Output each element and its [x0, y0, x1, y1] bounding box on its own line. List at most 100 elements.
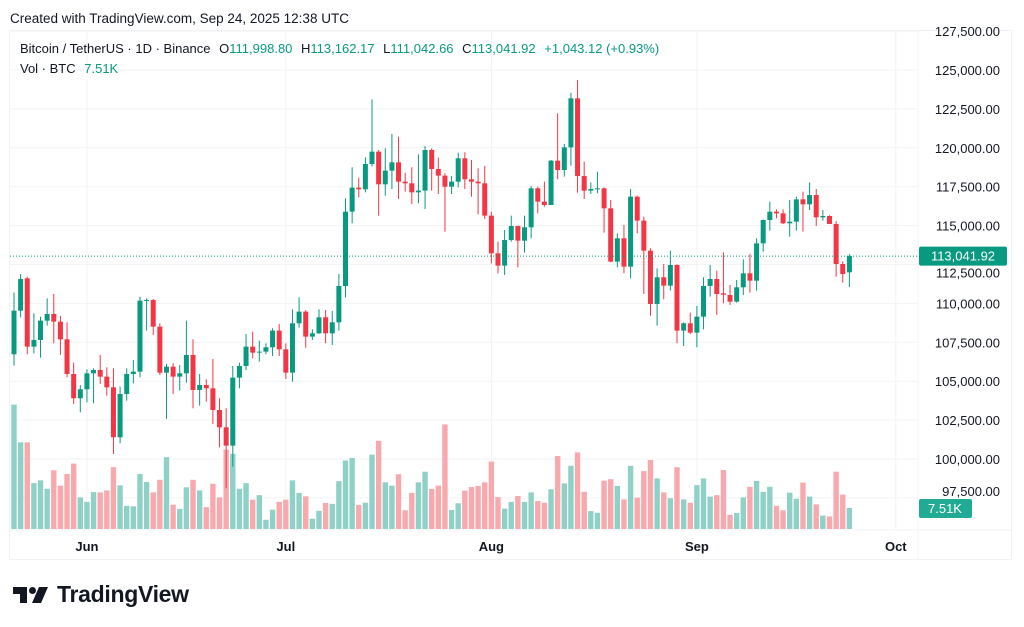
- candle: [588, 182, 594, 194]
- volume-bar: [210, 483, 216, 529]
- candle: [97, 354, 103, 384]
- candle: [647, 248, 653, 316]
- price-tick-label: 107,500.00: [935, 335, 1000, 350]
- volume-bar: [435, 485, 442, 529]
- price-tick-label: 102,500.00: [935, 413, 1000, 428]
- volume-bar: [747, 486, 753, 529]
- candle-body: [568, 98, 574, 148]
- candle-body: [727, 294, 733, 302]
- volume-bar: [621, 499, 627, 529]
- symbol-name[interactable]: Bitcoin / TetherUS · 1D · Binance: [20, 41, 211, 56]
- last-price-text: 113,041.92: [931, 249, 995, 264]
- volume-bar: [840, 494, 846, 529]
- volume-bar: [813, 504, 819, 529]
- candle-body: [336, 285, 342, 323]
- volume-bar: [846, 508, 853, 529]
- volume-bar: [760, 491, 766, 529]
- candle: [840, 261, 846, 283]
- candle-body: [807, 195, 813, 205]
- volume-bar: [800, 482, 806, 529]
- candle: [714, 270, 720, 315]
- last-volume-label: 7.51K: [919, 499, 972, 518]
- candle-body: [396, 162, 402, 182]
- candle-body: [429, 149, 435, 169]
- candle-body: [760, 220, 766, 244]
- volume-bar: [183, 487, 190, 529]
- volume-bar: [356, 504, 362, 529]
- candle-body: [190, 354, 196, 390]
- candle-body: [707, 279, 713, 286]
- candle-body: [382, 170, 388, 185]
- candle: [575, 80, 581, 193]
- volume-bar: [468, 487, 475, 529]
- candle-body: [31, 339, 37, 347]
- volume-bar: [389, 485, 395, 529]
- volume-bar: [64, 473, 70, 529]
- volume-bar: [223, 449, 229, 529]
- candle-body: [442, 175, 448, 187]
- price-tick-label: 117,500.00: [936, 180, 1000, 195]
- candle-body: [608, 208, 614, 262]
- volume-label[interactable]: Vol · BTC: [20, 61, 76, 76]
- candle-body: [621, 238, 627, 267]
- volume-bar: [44, 488, 50, 529]
- candle: [773, 209, 779, 219]
- candle-body: [840, 264, 846, 274]
- candle: [495, 241, 501, 274]
- candle-body: [130, 371, 136, 374]
- candle-body: [734, 287, 740, 302]
- price-axis[interactable]: 127,500.00 125,000.00 122,500.00 120,000.00…: [935, 24, 1000, 499]
- candle-body: [780, 213, 786, 224]
- candle: [289, 309, 295, 382]
- candle-body: [681, 323, 687, 331]
- candle-body: [210, 388, 216, 410]
- candle-body: [64, 339, 70, 374]
- candle: [614, 233, 620, 268]
- candle: [568, 92, 574, 166]
- candle: [555, 113, 561, 180]
- candle-body: [316, 317, 322, 334]
- candle-body: [376, 151, 382, 185]
- candle: [31, 313, 37, 354]
- volume-bar: [714, 495, 720, 529]
- volume-bar: [362, 502, 369, 529]
- candle-body: [77, 389, 83, 399]
- volume-bar: [31, 483, 37, 529]
- candle-body: [250, 346, 256, 353]
- candle: [661, 263, 667, 300]
- volume-bar: [694, 485, 700, 529]
- time-tick-label: Aug: [479, 539, 504, 554]
- candle-body: [51, 313, 57, 322]
- candle: [124, 368, 130, 401]
- candle: [157, 323, 163, 375]
- candle-body: [475, 181, 481, 184]
- time-axis[interactable]: Jun Jul Aug Sep Oct: [75, 539, 907, 554]
- candle-body: [276, 330, 282, 350]
- candle: [356, 177, 362, 198]
- candle: [329, 310, 335, 345]
- volume-bar: [422, 471, 428, 529]
- candle-body: [150, 299, 156, 327]
- volume-bar: [163, 457, 170, 529]
- candle-body: [641, 220, 647, 251]
- candle-body: [767, 211, 773, 221]
- tradingview-logo[interactable]: TradingView: [13, 581, 189, 608]
- time-tick-label: Oct: [885, 539, 907, 554]
- volume-bar: [243, 483, 249, 529]
- volume-bar: [488, 461, 495, 529]
- volume-bar: [554, 456, 561, 529]
- candle: [217, 398, 223, 448]
- volume-bar: [51, 470, 57, 529]
- volume-bar: [767, 486, 773, 529]
- candle: [276, 323, 282, 356]
- volume-bar: [289, 480, 296, 529]
- candle-body: [535, 188, 541, 202]
- candle-body: [243, 346, 249, 366]
- candle-body: [289, 323, 295, 373]
- candle: [793, 196, 799, 231]
- volume-bar: [455, 503, 461, 529]
- candle-body: [256, 351, 262, 353]
- candle: [548, 159, 554, 205]
- volume-bar: [654, 478, 660, 529]
